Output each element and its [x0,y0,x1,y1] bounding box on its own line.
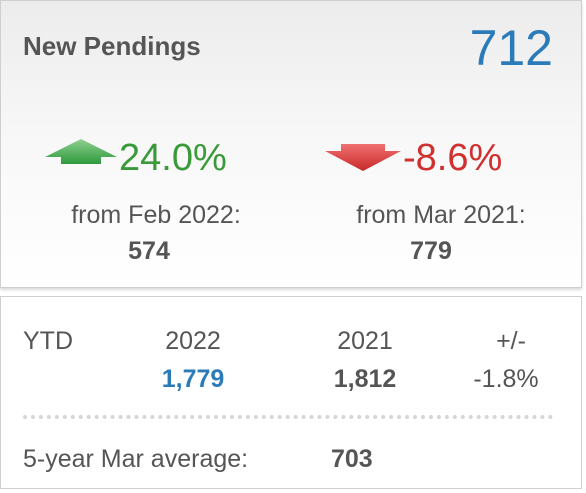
change-label: from Mar 2021: [356,201,526,229]
ytd-panel: YTD 2022 1,779 2021 1,812 +/- -1.8% 5-ye… [0,296,582,489]
change-percent: -8.6% [403,137,503,179]
total: 712 [469,20,553,76]
column-header: +/- [496,327,526,355]
down-arrow [325,144,401,171]
column-header: 2022 [165,327,221,355]
average-label: 5-year Mar average: [23,445,249,473]
up-arrow [45,139,117,164]
column-value: 1,779 [161,365,225,393]
change-label: from Feb 2022: [71,201,241,229]
ytd-label: YTD [23,327,73,355]
title: New Pendings [23,31,201,61]
change-value: 779 [410,237,452,265]
divider [23,415,553,419]
column-value: -1.8% [473,365,539,393]
average-value: 703 [331,445,373,473]
summary-panel: New Pendings 712 24.0% from Feb 2022: 57… [0,0,582,288]
column-value: 1,812 [333,365,397,393]
change-percent: 24.0% [119,137,227,179]
column-header: 2021 [337,327,393,355]
arrows [45,139,401,171]
change-value: 574 [128,237,170,265]
